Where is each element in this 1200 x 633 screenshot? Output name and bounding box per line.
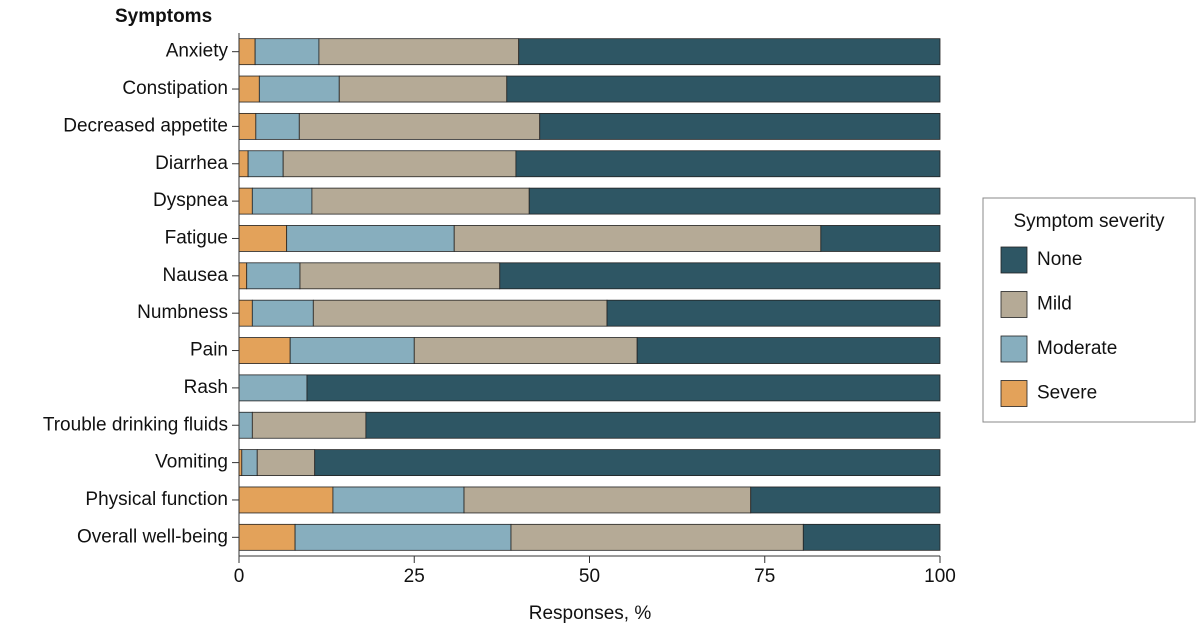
legend-label: Mild [1037, 294, 1072, 315]
y-tick-label: Dyspnea [153, 190, 228, 211]
legend-label: Moderate [1037, 338, 1117, 359]
bar-segment [499, 262, 941, 290]
bar-segment [311, 187, 530, 215]
bar-segment [238, 187, 253, 215]
bar-segment [238, 75, 260, 103]
bar-segment [413, 337, 638, 364]
bar-segment [251, 299, 314, 327]
bar-segment [289, 337, 415, 364]
y-tick-label: Physical function [85, 489, 228, 510]
y-tick-label: Diarrhea [155, 153, 228, 174]
bar-segment [528, 187, 941, 215]
y-tick-label: Anxiety [166, 41, 229, 62]
legend-label: Severe [1037, 383, 1097, 404]
bar-segment [238, 337, 291, 364]
bar-segment [299, 262, 501, 290]
legend-title: Symptom severity [1014, 211, 1165, 232]
bar-segment [238, 486, 334, 514]
bar-segment [251, 187, 313, 215]
bar-segment [506, 75, 941, 103]
x-tick-label: 25 [404, 566, 425, 587]
bar-segment [820, 225, 941, 252]
bar-segment [312, 299, 608, 327]
bar-segment [255, 112, 300, 140]
y-tick-label: Decreased appetite [63, 115, 228, 136]
bar-segment [238, 262, 248, 290]
y-tick-label: Vomiting [155, 452, 228, 473]
y-tick-label: Nausea [163, 265, 229, 286]
bar-segment [238, 374, 308, 402]
y-tick-label: Constipation [122, 78, 228, 99]
bar-segment [258, 75, 340, 103]
bar-segment [636, 337, 941, 364]
bar-segment [238, 225, 288, 252]
bar-segment [306, 374, 941, 402]
legend-swatch [1000, 335, 1028, 363]
bar-segment [286, 225, 455, 252]
y-axis-title: Symptoms [115, 6, 212, 27]
bar-segment [453, 225, 822, 252]
bar-segment [238, 150, 249, 178]
bar-segment [515, 150, 941, 178]
bar-segment [238, 38, 256, 66]
bar-segment [238, 523, 296, 551]
y-tick-label: Pain [190, 340, 228, 361]
bar-segment [298, 112, 541, 140]
x-tick-label: 75 [754, 566, 775, 587]
bar-segment [539, 112, 941, 140]
legend-swatch [1000, 246, 1028, 274]
x-tick-label: 50 [579, 566, 600, 587]
legend-swatch [1000, 380, 1028, 407]
bar-segment [294, 523, 512, 551]
bar-segment [246, 262, 301, 290]
y-tick-label: Overall well-being [77, 526, 228, 547]
bar-segment [510, 523, 804, 551]
bar-segment [241, 449, 258, 477]
bar-segment [251, 411, 367, 439]
bar-segment [463, 486, 752, 514]
legend-swatch [1000, 291, 1028, 318]
bar-segment [282, 150, 517, 178]
bar-segment [606, 299, 941, 327]
bar-segment [256, 449, 316, 477]
bar-segment [365, 411, 941, 439]
bar-segment [750, 486, 941, 514]
y-tick-label: Fatigue [165, 227, 228, 248]
bar-segment [238, 299, 253, 327]
bar-segment [332, 486, 465, 514]
legend-label: None [1037, 249, 1082, 270]
bar-segment [238, 112, 257, 140]
bar-segment [338, 75, 508, 103]
bar-segment [518, 38, 941, 66]
y-tick-label: Rash [184, 377, 228, 398]
x-tick-label: 0 [234, 566, 245, 587]
bar-segment [802, 523, 941, 551]
bar-segment [238, 411, 253, 439]
y-tick-label: Trouble drinking fluids [43, 414, 228, 435]
bar-segment [314, 449, 941, 477]
y-tick-label: Numbness [137, 302, 228, 323]
x-axis-title: Responses, % [529, 603, 652, 624]
x-tick-label: 100 [924, 566, 956, 587]
bar-segment [318, 38, 520, 66]
bar-segment [254, 38, 320, 66]
bar-segment [247, 150, 284, 178]
